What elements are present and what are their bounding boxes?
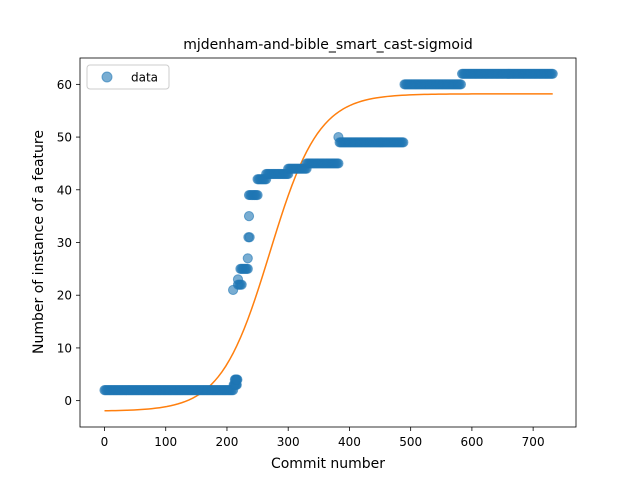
x-tick-label: 700 xyxy=(522,435,545,449)
y-tick-label: 10 xyxy=(57,341,72,355)
y-axis-label: Number of instance of a feature xyxy=(31,130,47,354)
chart-title: mjdenham-and-bible_smart_cast-sigmoid xyxy=(183,37,473,53)
y-tick-label: 60 xyxy=(57,78,72,92)
legend-label-data: data xyxy=(131,71,158,85)
x-axis-label: Commit number xyxy=(271,456,385,472)
data-point xyxy=(398,137,409,148)
data-point xyxy=(242,263,253,274)
data-point xyxy=(243,211,255,222)
series-line-fit xyxy=(104,93,553,412)
y-tick-label: 50 xyxy=(57,131,72,145)
legend-marker-data xyxy=(101,71,113,83)
data-point xyxy=(547,68,558,79)
y-ticks: 0 10 20 30 40 50 60 xyxy=(57,78,80,408)
legend-box xyxy=(86,64,170,90)
data-point xyxy=(455,79,466,90)
x-tick-label: 0 xyxy=(101,435,109,449)
data-point xyxy=(227,284,239,296)
points-layer xyxy=(99,68,558,396)
x-tick-label: 100 xyxy=(154,435,177,449)
y-tick-label: 0 xyxy=(64,394,72,408)
data-point xyxy=(242,253,253,264)
data-point xyxy=(252,189,263,201)
plot-background xyxy=(80,58,576,427)
y-tick-label: 30 xyxy=(57,236,72,250)
y-tick-label: 20 xyxy=(57,289,72,303)
data-point xyxy=(232,274,244,285)
x-tick-label: 400 xyxy=(338,435,361,449)
x-tick-label: 600 xyxy=(460,435,483,449)
fit-layer xyxy=(104,93,553,412)
data-point xyxy=(333,158,344,169)
data-point xyxy=(333,131,344,143)
x-tick-label: 500 xyxy=(399,435,422,449)
x-tick-label: 300 xyxy=(277,435,300,449)
data-point xyxy=(232,374,243,385)
y-tick-label: 40 xyxy=(57,183,72,197)
data-point xyxy=(244,232,255,243)
legend: data xyxy=(86,64,170,90)
x-tick-label: 200 xyxy=(216,435,239,449)
x-ticks: 0 100 200 300 400 500 600 700 xyxy=(101,427,545,449)
